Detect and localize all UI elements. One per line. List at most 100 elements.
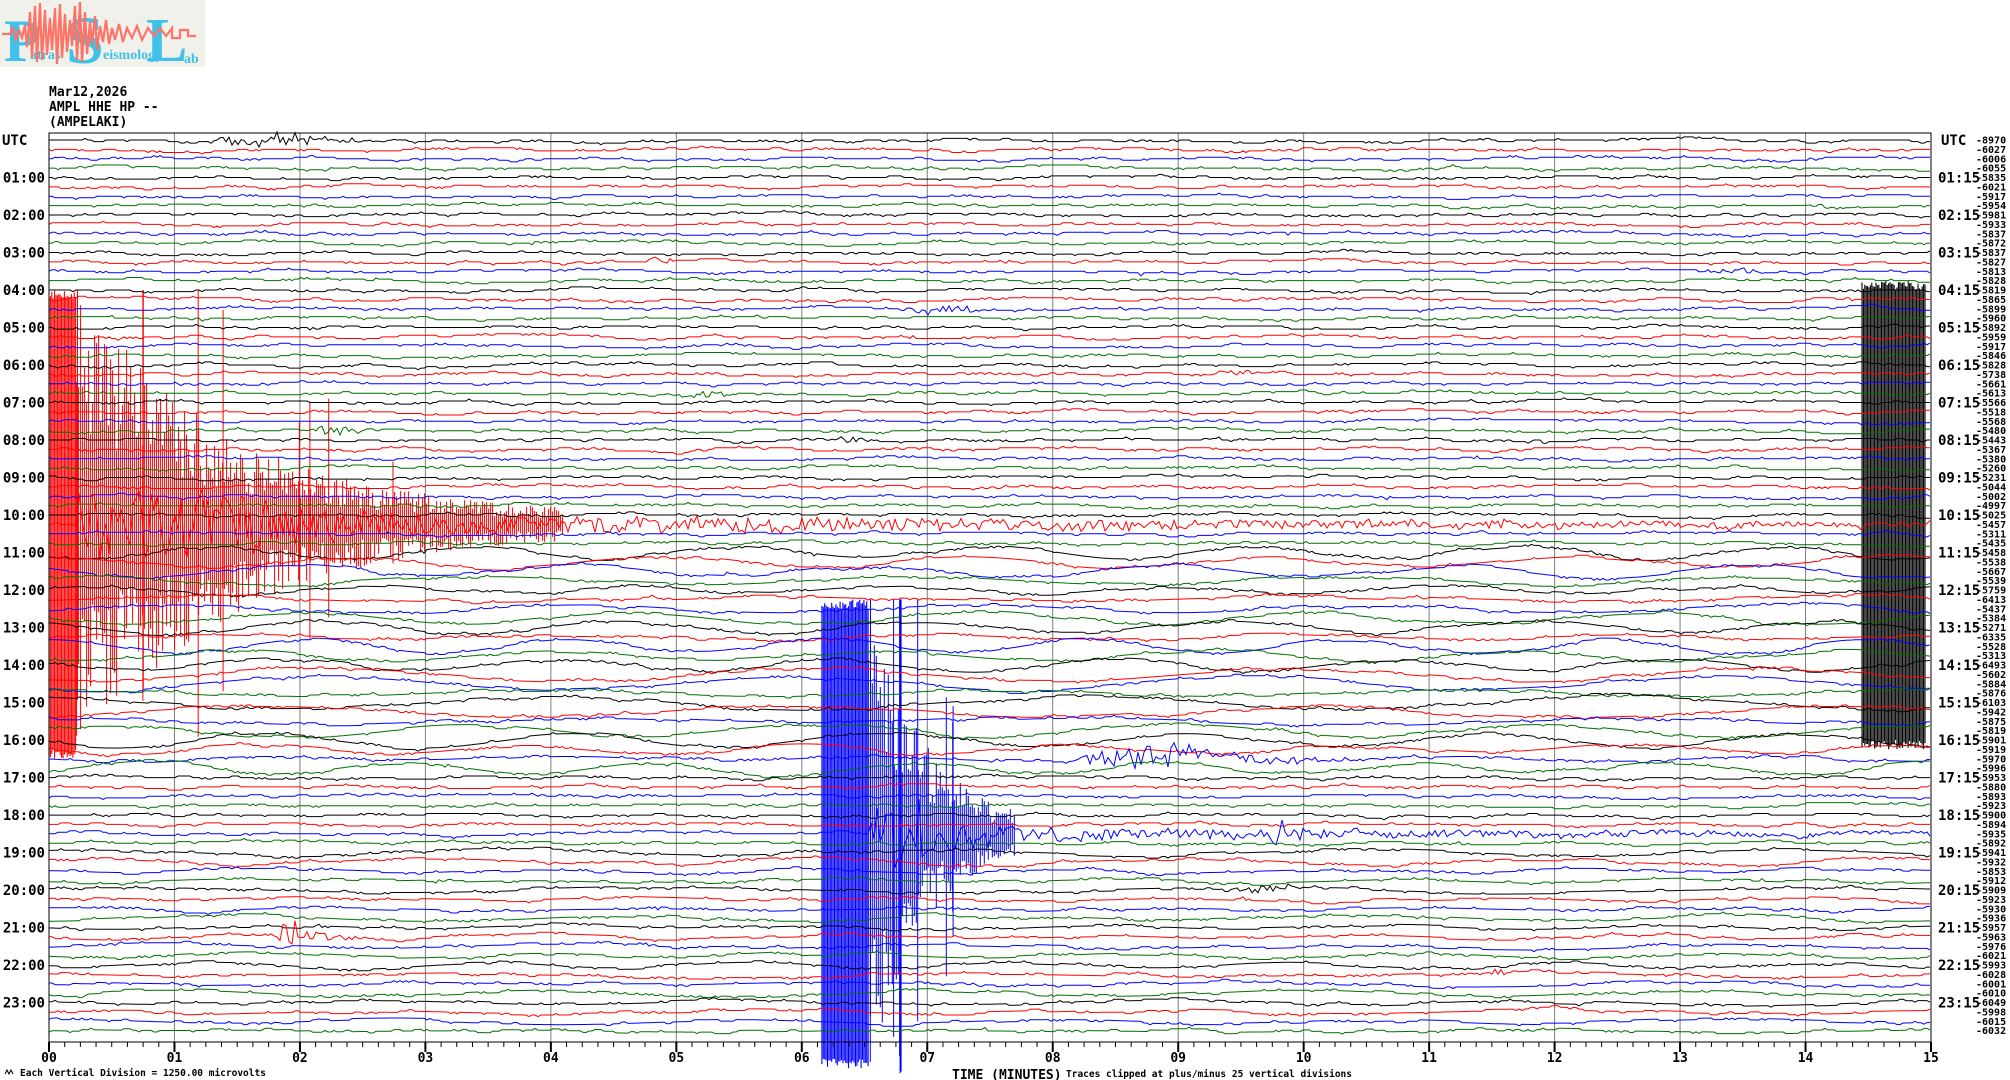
row-offset-value: -5993 xyxy=(1976,961,2006,972)
row-offset-value: -5518 xyxy=(1976,407,2006,418)
trace-row xyxy=(49,256,1930,266)
trace-row xyxy=(49,276,1930,285)
hour-label-right: 06:15 xyxy=(1938,358,1980,374)
row-offset-value: -5954 xyxy=(1976,201,2006,212)
trace-row xyxy=(48,492,1931,501)
trace-row xyxy=(48,417,1930,425)
x-tick-label: 10 xyxy=(1296,1051,1312,1066)
row-offset-value: -5480 xyxy=(1976,426,2006,437)
trace-row xyxy=(49,473,1930,482)
trace-row xyxy=(48,687,1930,699)
hour-label-right: 10:15 xyxy=(1938,508,1980,524)
hour-label-right: 04:15 xyxy=(1938,283,1980,299)
row-offset-value: -6028 xyxy=(1976,970,2006,981)
row-offset-value: -5933 xyxy=(1976,220,2006,231)
trace-row xyxy=(48,988,1931,999)
trace-row xyxy=(49,183,1930,191)
row-offset-value: -8970 xyxy=(1976,136,2006,147)
trace-row xyxy=(48,714,1931,728)
x-tick-label: 00 xyxy=(41,1051,57,1066)
trace-row xyxy=(48,619,1931,637)
row-offset-value: -5917 xyxy=(1976,342,2006,353)
row-offset-value: -6032 xyxy=(1976,1026,2006,1037)
seismic-squiggle-icon xyxy=(2,1,196,65)
scale-note: Each Vertical Division = 1250.00 microvo… xyxy=(20,1068,266,1079)
trace-row xyxy=(48,351,1931,360)
trace-row xyxy=(48,673,1931,694)
hour-label-left: 19:00 xyxy=(3,846,45,862)
header-channel: AMPL HHE HP -- xyxy=(49,100,159,115)
row-offset-value: -5835 xyxy=(1976,173,2006,184)
row-offset-value: -5932 xyxy=(1976,857,2006,868)
hour-label-left: 22:00 xyxy=(3,958,45,974)
row-offset-value: -5953 xyxy=(1976,773,2006,784)
trace-row xyxy=(48,997,1931,1008)
hour-label-right: 08:15 xyxy=(1938,433,1980,449)
hour-label-right: 23:15 xyxy=(1938,996,1980,1012)
row-offset-value: -6015 xyxy=(1976,1017,2006,1028)
trace-row xyxy=(48,731,1931,752)
row-offset-value: -5963 xyxy=(1976,932,2006,943)
hour-label-left: 12:00 xyxy=(3,583,45,599)
row-offset-value: -5367 xyxy=(1976,445,2006,456)
hour-label-right: 18:15 xyxy=(1938,808,1980,824)
row-offset-value: -6001 xyxy=(1976,979,2006,990)
trace-row xyxy=(48,229,1930,238)
hour-label-right: 15:15 xyxy=(1938,696,1980,712)
row-offset-value: -6055 xyxy=(1976,164,2006,175)
row-offset-value: -5435 xyxy=(1976,539,2006,550)
hour-label-left: 21:00 xyxy=(3,921,45,937)
trace-row xyxy=(48,455,1930,463)
row-offset-value: -5936 xyxy=(1976,914,2006,925)
trace-row xyxy=(48,692,1931,713)
hour-label-right: 11:15 xyxy=(1938,546,1980,562)
row-offset-value: -5900 xyxy=(1976,811,2006,822)
x-tick-label: 09 xyxy=(1170,1051,1186,1066)
hour-label-right: 01:15 xyxy=(1938,171,1980,187)
hour-label-right: 20:15 xyxy=(1938,883,1980,899)
hour-label-right: 02:15 xyxy=(1938,208,1980,224)
hour-label-right: 07:15 xyxy=(1938,396,1980,412)
hour-label-left: 06:00 xyxy=(3,358,45,374)
row-offset-value: -5923 xyxy=(1976,801,2006,812)
trace-row xyxy=(48,425,1930,437)
row-offset-value: -6006 xyxy=(1976,154,2006,165)
row-offset-value: -5837 xyxy=(1976,229,2006,240)
row-offset-value: -5872 xyxy=(1976,239,2006,250)
row-offset-value: -5970 xyxy=(1976,754,2006,765)
row-offset-value: -5923 xyxy=(1976,895,2006,906)
row-offset-value: -6413 xyxy=(1976,595,2006,606)
row-offset-value: -5827 xyxy=(1976,257,2006,268)
plot-header: Mar12,2026 AMPL HHE HP -- (AMPELAKI) xyxy=(49,85,159,130)
row-offset-value: -5661 xyxy=(1976,379,2006,390)
row-offset-value: -5899 xyxy=(1976,304,2006,315)
hour-label-left: 08:00 xyxy=(3,433,45,449)
row-offset-value: -6049 xyxy=(1976,998,2006,1009)
row-offset-value: -5539 xyxy=(1976,576,2006,587)
row-offset-value: -5828 xyxy=(1976,361,2006,372)
row-offset-value: -5602 xyxy=(1976,670,2006,681)
hour-label-left: 16:00 xyxy=(3,733,45,749)
x-tick-label: 11 xyxy=(1421,1051,1437,1066)
row-offset-value: -5884 xyxy=(1976,679,2006,690)
trace-row xyxy=(49,155,1930,163)
x-tick-label: 06 xyxy=(794,1051,810,1066)
scale-marker-glyph xyxy=(4,1068,14,1076)
hour-label-right: 09:15 xyxy=(1938,471,1980,487)
row-offset-value: -5901 xyxy=(1976,736,2006,747)
trace-row xyxy=(48,267,1931,277)
row-offset-value: -5996 xyxy=(1976,764,2006,775)
trace-row xyxy=(48,543,1931,561)
row-offset-value: -5538 xyxy=(1976,557,2006,568)
row-offset-value: -5959 xyxy=(1976,332,2006,343)
trace-row xyxy=(49,369,1931,379)
row-offset-value: -5384 xyxy=(1976,614,2006,625)
trace-row xyxy=(49,968,1930,980)
row-offset-value: -5957 xyxy=(1976,923,2006,934)
hour-label-left: 01:00 xyxy=(3,171,45,187)
hour-label-left: 18:00 xyxy=(3,808,45,824)
trace-row xyxy=(48,1026,1931,1035)
hour-label-left: 11:00 xyxy=(3,546,45,562)
row-offset-value: -5892 xyxy=(1976,839,2006,850)
row-offset-value: -5260 xyxy=(1976,464,2006,475)
